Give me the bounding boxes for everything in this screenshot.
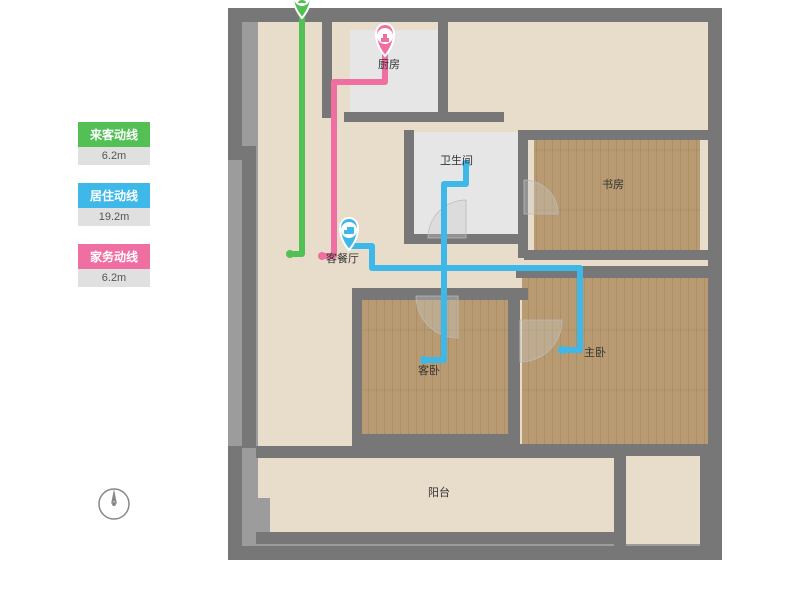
legend-value: 6.2m — [78, 147, 150, 165]
room-label: 阳台 — [428, 485, 450, 499]
room-label: 厨房 — [378, 58, 400, 71]
room-label: 书房 — [602, 178, 624, 191]
room-label: 卫生间 — [440, 153, 473, 167]
legend-item: 来客动线6.2m — [78, 122, 150, 165]
room-label: 客餐厅 — [326, 251, 359, 265]
route-legend: 来客动线6.2m居住动线19.2m家务动线6.2m — [78, 122, 150, 305]
room-label: 主卧 — [584, 346, 606, 359]
legend-label: 家务动线 — [78, 244, 150, 269]
legend-item: 家务动线6.2m — [78, 244, 150, 287]
legend-label: 居住动线 — [78, 183, 150, 208]
legend-value: 19.2m — [78, 208, 150, 226]
legend-value: 6.2m — [78, 269, 150, 287]
legend-label: 来客动线 — [78, 122, 150, 147]
compass-icon — [96, 486, 132, 522]
room-label: 客卧 — [418, 363, 440, 377]
legend-item: 居住动线19.2m — [78, 183, 150, 226]
